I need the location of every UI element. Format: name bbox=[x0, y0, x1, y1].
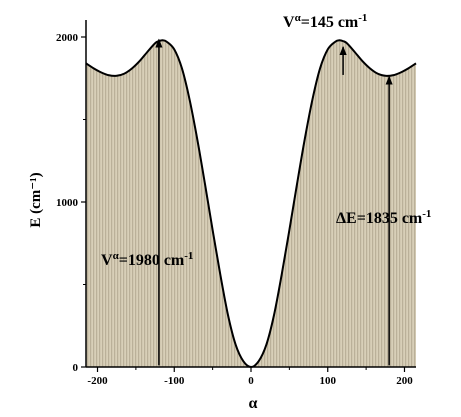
x-tick-label: 200 bbox=[396, 375, 413, 387]
annotation-label-prefix: V bbox=[101, 252, 113, 269]
annotation-label-exp: -1 bbox=[358, 12, 367, 24]
y-tick-label: 2000 bbox=[56, 32, 79, 44]
annotation-label-1: Vα=145 cm-1 bbox=[283, 12, 367, 31]
x-tick-label: -100 bbox=[164, 375, 185, 387]
y-axis-title: E (cm⁻¹) bbox=[28, 172, 44, 227]
y-tick-label: 1000 bbox=[56, 197, 79, 209]
energy-area-layer bbox=[85, 39, 417, 369]
annotation-label-sup: α bbox=[295, 12, 302, 24]
x-axis-title: α bbox=[249, 395, 258, 412]
energy-area-fill bbox=[86, 40, 416, 367]
annotation-label-prefix: ΔE=1835 cm bbox=[336, 210, 423, 227]
y-tick-label: 0 bbox=[73, 362, 79, 374]
annotation-label-suffix: =1980 cm bbox=[119, 252, 185, 269]
x-tick-label: 0 bbox=[248, 375, 254, 387]
annotation-label-suffix: =145 cm bbox=[301, 14, 359, 31]
annotation-label-exp: -1 bbox=[184, 250, 193, 262]
annotations-layer: Vα=145 cm-1Vα=1980 cm-1ΔE=1835 cm-1 bbox=[101, 12, 431, 366]
annotation-label-2: Vα=1980 cm-1 bbox=[101, 250, 193, 269]
annotation-label-sup: α bbox=[113, 250, 120, 262]
annotation-label-3: ΔE=1835 cm-1 bbox=[336, 208, 431, 227]
annotation-label-prefix: V bbox=[283, 14, 295, 31]
x-tick-label: -200 bbox=[87, 375, 108, 387]
annotation-label-exp: -1 bbox=[422, 208, 431, 220]
x-tick-label: 100 bbox=[319, 375, 336, 387]
